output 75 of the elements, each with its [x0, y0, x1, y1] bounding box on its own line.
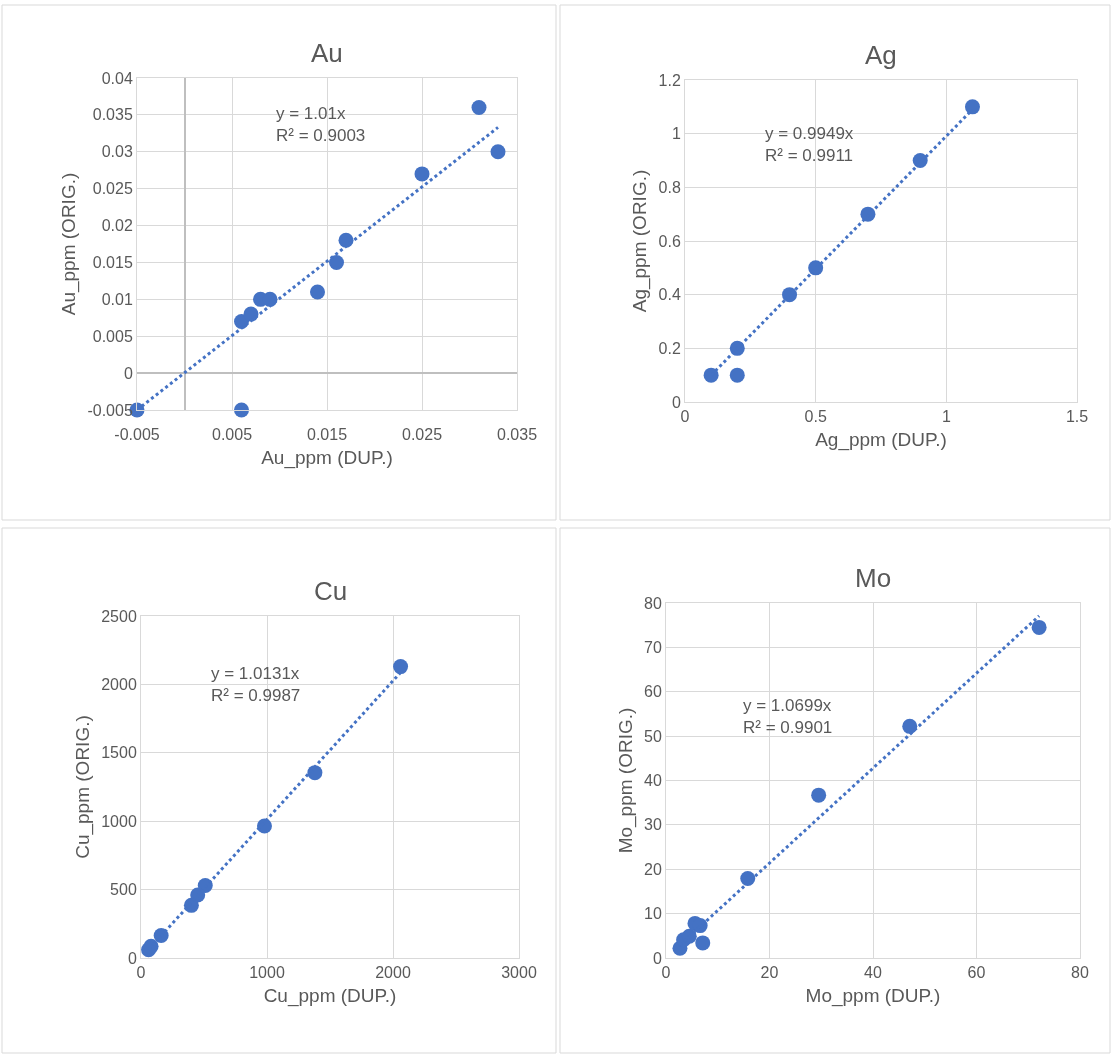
y-tick-label: 0 — [123, 364, 133, 382]
y-tick-label: 0.035 — [92, 106, 133, 124]
y-tick-label: 0 — [671, 393, 681, 411]
annotation: y = 1.01x R² = 0.9003 — [276, 104, 366, 146]
point — [393, 659, 409, 675]
x-axis-title: Ag_ppm (DUP.) — [815, 429, 947, 451]
y-tick-label: 50 — [644, 727, 662, 745]
x-tick-label: 3000 — [501, 964, 537, 982]
y-tick-label: 0.005 — [92, 327, 133, 345]
y-tick-label: 30 — [644, 816, 662, 834]
x-tick-label: 0.025 — [401, 426, 443, 444]
y-axis-title: Cu_ppm (ORIG.) — [72, 715, 95, 859]
y-axis-title: Au_ppm (ORIG.) — [58, 172, 81, 316]
x-tick-label: 80 — [1071, 964, 1089, 982]
point — [811, 787, 827, 803]
x-tick-label: 0.005 — [211, 426, 253, 444]
chart-title: Ag — [865, 40, 897, 70]
y-tick-label: 0 — [127, 949, 137, 967]
y-tick-label: 70 — [644, 638, 662, 656]
point — [729, 367, 745, 383]
point — [329, 254, 344, 270]
point — [310, 284, 325, 300]
y-axis-title: Ag_ppm (ORIG.) — [629, 169, 652, 313]
y-tick-label: 0.04 — [101, 69, 133, 87]
y-tick-label: 0.01 — [101, 290, 133, 308]
point — [471, 100, 487, 115]
x-axis-title: Au_ppm (DUP.) — [261, 447, 393, 469]
y-tick-label: 0.6 — [658, 232, 681, 250]
point — [234, 402, 249, 418]
y-tick-label: 2500 — [101, 607, 137, 625]
x-tick-label: 60 — [967, 964, 986, 982]
point — [703, 367, 719, 383]
x-axis-title: Cu_ppm (DUP.) — [263, 985, 397, 1007]
y-tick-label: 1500 — [101, 744, 137, 762]
y-tick-label: 500 — [110, 881, 137, 899]
y-tick-label: 60 — [644, 683, 662, 701]
y-tick-label: 0.015 — [92, 254, 133, 272]
y-tick-label: 1 — [671, 125, 681, 143]
y-tick-label: 0.02 — [101, 217, 133, 235]
y-tick-label: 0.03 — [101, 143, 133, 161]
x-tick-label: 40 — [864, 964, 882, 982]
annotation: y = 1.0699x R² = 0.9901 — [743, 696, 833, 738]
y-tick-label: 40 — [644, 772, 662, 790]
y-tick-label: 1000 — [101, 812, 137, 830]
x-tick-label: 0.035 — [496, 426, 538, 444]
annotation: y = 0.9949x R² = 0.9911 — [765, 124, 854, 166]
x-tick-label: 0.5 — [804, 408, 827, 426]
x-axis-title: Mo_ppm (DUP.) — [805, 985, 941, 1007]
point — [414, 166, 430, 182]
y-tick-label: 0.8 — [658, 178, 681, 196]
chart-title: Cu — [314, 576, 348, 606]
point — [1031, 619, 1047, 635]
point — [964, 99, 980, 115]
x-tick-label: 1 — [941, 408, 951, 426]
x-tick-label: 0.015 — [306, 426, 348, 444]
point — [902, 718, 918, 734]
point — [695, 935, 711, 951]
x-tick-label: 20 — [760, 964, 779, 982]
y-tick-label: 0.025 — [92, 180, 133, 198]
y-tick-label: 20 — [644, 860, 662, 878]
x-tick-label: 1000 — [249, 964, 285, 982]
y-tick-label: 0.4 — [658, 286, 681, 304]
annotation: y = 1.0131x R² = 0.9987 — [211, 664, 301, 706]
x-tick-label: 2000 — [375, 964, 411, 982]
y-tick-label: 0.2 — [658, 339, 681, 357]
y-tick-label: 2000 — [101, 676, 137, 693]
y-axis-title: Mo_ppm (ORIG.) — [614, 707, 637, 854]
y-tick-label: 0 — [652, 949, 662, 967]
point — [490, 144, 506, 160]
chart-title: Mo — [855, 563, 892, 593]
x-tick-label: 1.5 — [1065, 408, 1089, 426]
chart-title: Au — [311, 38, 343, 68]
y-tick-label: 1.2 — [658, 71, 681, 89]
y-tick-label: 10 — [644, 905, 662, 923]
y-tick-label: 80 — [644, 594, 662, 612]
